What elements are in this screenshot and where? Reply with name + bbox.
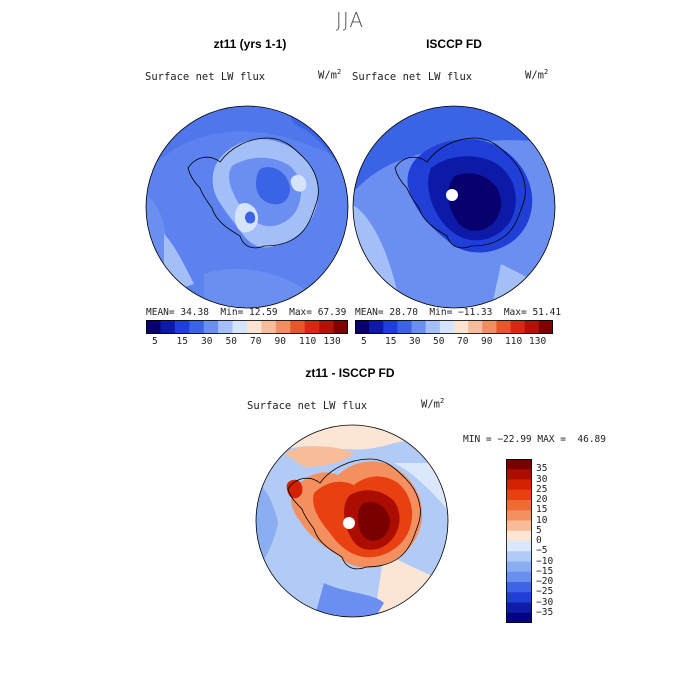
colorbar-swatch bbox=[506, 530, 532, 542]
diff-colorbar bbox=[506, 459, 532, 623]
colorbar-tick-label: 130 bbox=[529, 336, 547, 347]
colorbar-swatch bbox=[506, 510, 532, 521]
colorbar-swatch bbox=[290, 320, 306, 334]
colorbar-border bbox=[146, 320, 348, 334]
obs-variable-label: Surface net LW flux bbox=[352, 71, 473, 83]
obs-colorbar bbox=[355, 320, 553, 334]
model-units-label: W/m2 bbox=[318, 68, 342, 82]
colorbar-tick-label: −15 bbox=[536, 565, 554, 577]
colorbar-tick-label: 15 bbox=[385, 336, 397, 347]
colorbar-swatch bbox=[218, 320, 233, 334]
colorbar-tick-label: 110 bbox=[299, 336, 317, 347]
colorbar-swatch bbox=[232, 320, 248, 334]
colorbar-swatch bbox=[146, 320, 161, 334]
colorbar-tick-label: −25 bbox=[536, 586, 554, 598]
colorbar-tick-label: 30 bbox=[536, 473, 548, 485]
model-map bbox=[145, 105, 349, 309]
colorbar-tick-label: −5 bbox=[536, 545, 548, 557]
colorbar-swatch bbox=[538, 320, 553, 334]
obs-stats: MEAN= 28.70 Min= −11.33 Max= 51.41 bbox=[355, 307, 562, 318]
colorbar-tick-label: 130 bbox=[323, 336, 341, 347]
colorbar-swatch bbox=[454, 320, 469, 334]
colorbar-tick-label: 10 bbox=[536, 514, 548, 526]
colorbar-swatch bbox=[506, 551, 532, 562]
colorbar-tick-label: 5 bbox=[152, 336, 158, 347]
colorbar-tick-label: 90 bbox=[481, 336, 493, 347]
diff-map bbox=[255, 424, 449, 618]
colorbar-tick-label: 70 bbox=[250, 336, 262, 347]
colorbar-tick-label: −20 bbox=[536, 576, 554, 587]
obs-map bbox=[352, 105, 556, 309]
colorbar-tick-label: 110 bbox=[505, 336, 523, 347]
diff-panel-title: zt11 - ISCCP FD bbox=[305, 366, 395, 380]
colorbar-tick-label: 5 bbox=[536, 524, 542, 536]
colorbar-tick-label: −10 bbox=[536, 555, 554, 567]
colorbar-tick-label: 50 bbox=[433, 336, 445, 347]
colorbar-swatch bbox=[189, 320, 205, 334]
colorbar-swatch bbox=[510, 320, 526, 334]
colorbar-swatch bbox=[506, 592, 532, 603]
colorbar-swatch bbox=[496, 320, 511, 334]
colorbar-swatch bbox=[275, 320, 291, 334]
colorbar-tick-label: −30 bbox=[536, 596, 554, 608]
colorbar-swatch bbox=[369, 320, 384, 334]
colorbar-swatch bbox=[524, 320, 540, 334]
colorbar-tick-label: 0 bbox=[536, 535, 542, 546]
colorbar-tick-label: 90 bbox=[274, 336, 286, 347]
colorbar-swatch bbox=[482, 320, 497, 334]
colorbar-swatch bbox=[425, 320, 441, 334]
colorbar-swatch bbox=[247, 320, 262, 334]
colorbar-swatch bbox=[506, 489, 532, 501]
model-stats: MEAN= 34.38 Min= 12.59 Max= 67.39 bbox=[146, 307, 347, 318]
colorbar-tick-label: 25 bbox=[536, 483, 548, 495]
colorbar-tick-label: 35 bbox=[536, 463, 548, 475]
colorbar-swatch bbox=[506, 469, 532, 480]
colorbar-swatch bbox=[333, 320, 348, 334]
colorbar-swatch bbox=[439, 320, 455, 334]
model-panel-title: zt11 (yrs 1-1) bbox=[213, 37, 287, 51]
colorbar-tick-label: 20 bbox=[536, 494, 548, 505]
colorbar-swatch bbox=[506, 571, 532, 583]
colorbar-tick-label: 50 bbox=[225, 336, 237, 347]
colorbar-swatch bbox=[506, 602, 532, 614]
obs-units-label: W/m2 bbox=[525, 68, 549, 82]
colorbar-swatch bbox=[261, 320, 277, 334]
colorbar-swatch bbox=[506, 520, 532, 532]
diff-variable-label: Surface net LW flux bbox=[247, 400, 368, 412]
colorbar-swatch bbox=[506, 561, 532, 573]
colorbar-swatch bbox=[383, 320, 398, 334]
diff-units-label: W/m2 bbox=[421, 397, 445, 411]
colorbar-swatch bbox=[304, 320, 320, 334]
colorbar-tick-label: 30 bbox=[409, 336, 421, 347]
colorbar-tick-label: 15 bbox=[176, 336, 188, 347]
colorbar-swatch bbox=[355, 320, 370, 334]
colorbar-swatch bbox=[506, 500, 532, 511]
colorbar-swatch bbox=[468, 320, 483, 334]
colorbar-swatch bbox=[411, 320, 427, 334]
colorbar-swatch bbox=[506, 582, 532, 593]
colorbar-swatch bbox=[160, 320, 176, 334]
colorbar-swatch bbox=[203, 320, 219, 334]
colorbar-border bbox=[355, 320, 553, 334]
colorbar-swatch bbox=[397, 320, 412, 334]
obs-panel-title: ISCCP FD bbox=[426, 37, 482, 51]
colorbar-tick-label: −35 bbox=[536, 606, 554, 618]
colorbar-swatch bbox=[506, 459, 532, 470]
colorbar-tick-label: 15 bbox=[536, 504, 548, 516]
colorbar-border bbox=[506, 459, 532, 623]
colorbar-tick-label: 5 bbox=[361, 336, 367, 347]
diff-stats: MIN = −22.99 MAX = 46.89 bbox=[463, 434, 606, 445]
diff-colorbar-ticks: 35 30 25 20 15 10 5 0 −5 −10 −15 −20 −25 −30 −35 bbox=[536, 459, 576, 623]
colorbar-tick-label: 70 bbox=[457, 336, 469, 347]
figure-title: JJA bbox=[335, 8, 365, 32]
colorbar-swatch bbox=[319, 320, 334, 334]
model-variable-label: Surface net LW flux bbox=[145, 71, 266, 83]
colorbar-tick-label: 30 bbox=[201, 336, 213, 347]
colorbar-swatch bbox=[506, 541, 532, 552]
colorbar-swatch bbox=[506, 479, 532, 491]
colorbar-swatch bbox=[506, 612, 532, 623]
colorbar-swatch bbox=[174, 320, 190, 334]
model-colorbar bbox=[146, 320, 348, 334]
